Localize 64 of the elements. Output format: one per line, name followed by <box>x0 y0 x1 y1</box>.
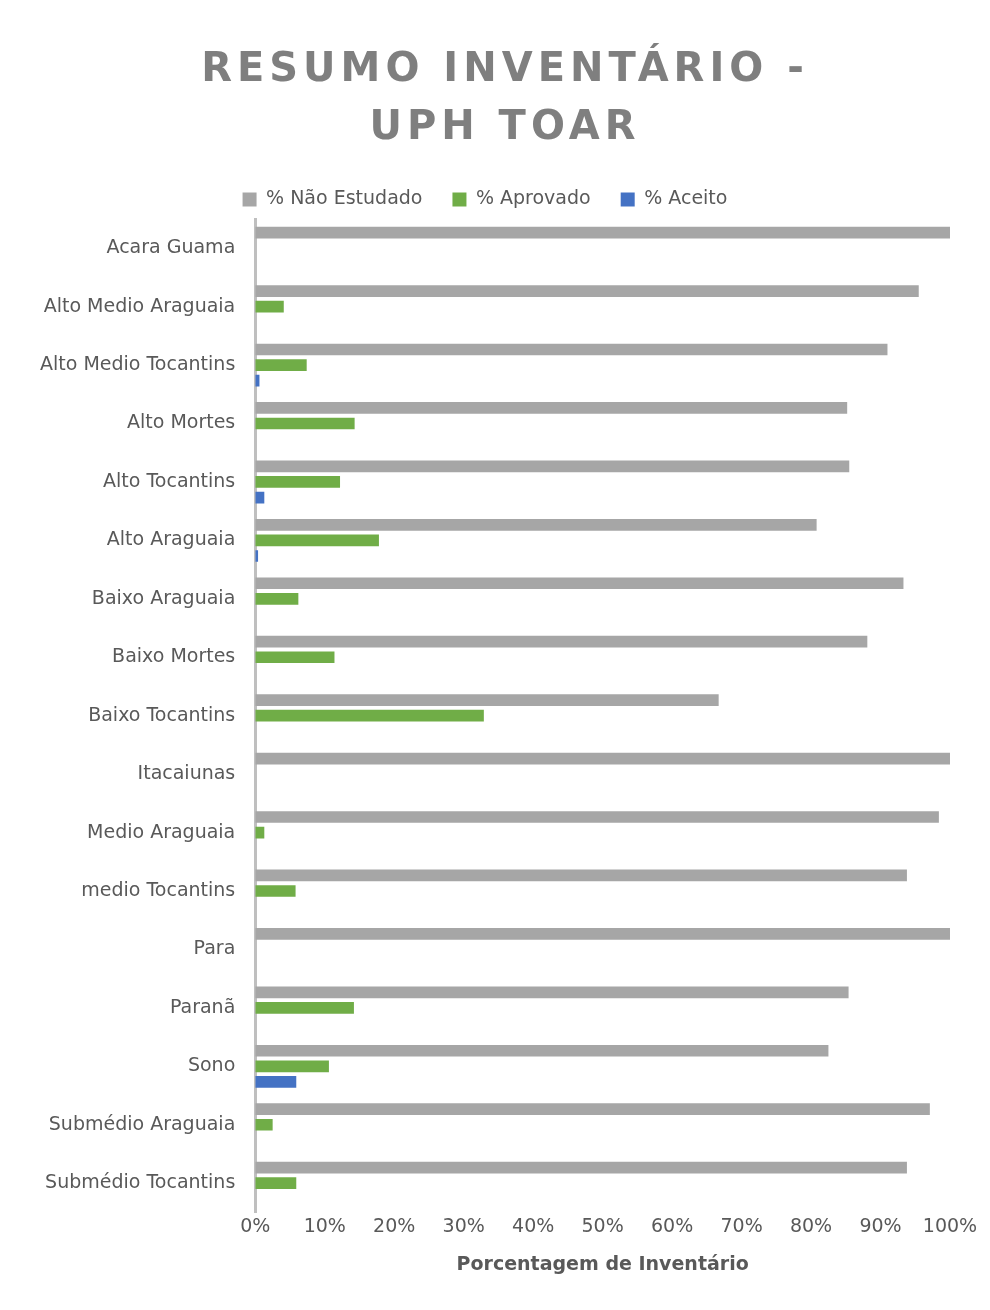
bar <box>255 651 335 664</box>
chart-title: RESUMO INVENTÁRIO - UPH TOAR <box>200 42 810 150</box>
bar <box>255 928 950 940</box>
y-tick-label: Sono <box>187 1053 236 1076</box>
x-tick-label: 40% <box>512 1213 555 1236</box>
y-tick-label: Alto Medio Araguaia <box>43 293 236 316</box>
y-tick-label: Baixo Araguaia <box>91 585 236 608</box>
x-tick-label: 70% <box>720 1213 763 1236</box>
bar <box>255 460 850 473</box>
bar <box>255 869 907 882</box>
y-tick-label: Acara Guama <box>106 235 236 258</box>
bar <box>255 811 939 823</box>
legend-label: % Aprovado <box>475 186 591 209</box>
y-tick-label: Medio Araguaia <box>87 819 236 842</box>
y-tick-label: Submédio Tocantins <box>45 1170 236 1193</box>
legend-label: % Aceito <box>644 186 728 209</box>
bar <box>255 1118 273 1131</box>
bar <box>255 986 849 999</box>
bar <box>255 1161 907 1174</box>
x-tick-label: 60% <box>650 1213 694 1236</box>
x-tick-label: 10% <box>303 1213 346 1236</box>
x-tick-label: 90% <box>859 1213 902 1236</box>
bar <box>255 592 299 605</box>
bar <box>255 402 848 414</box>
y-tick-label: medio Tocantins <box>81 877 236 900</box>
x-tick-label: 0% <box>240 1213 271 1236</box>
y-tick-label: Alto Araguaia <box>106 527 236 550</box>
y-tick-label: Paranã <box>169 994 236 1017</box>
bar <box>255 417 355 430</box>
bar <box>255 518 817 531</box>
bar <box>255 476 341 488</box>
bar <box>255 343 888 356</box>
x-axis-title: Porcentagem de Inventário <box>456 1251 749 1274</box>
bar <box>255 635 868 648</box>
bar <box>255 1060 329 1073</box>
x-tick-label: 80% <box>789 1213 833 1236</box>
bar <box>255 1177 297 1190</box>
x-tick-label: 30% <box>442 1213 485 1236</box>
x-tick-label: 100% <box>922 1213 978 1236</box>
bar <box>255 300 284 313</box>
bar <box>255 359 307 371</box>
bar <box>255 1002 354 1014</box>
bar <box>255 694 719 706</box>
bar <box>255 1076 297 1088</box>
bar <box>255 885 296 897</box>
y-tick-label: Itacaiunas <box>137 761 236 784</box>
y-tick-label: Alto Mortes <box>127 410 236 433</box>
x-tick-label: 20% <box>373 1213 416 1236</box>
bar <box>255 1044 829 1057</box>
y-tick-label: Submédio Araguaia <box>48 1111 236 1134</box>
bar <box>255 752 950 765</box>
x-tick-label: 50% <box>581 1213 624 1236</box>
bar <box>255 534 379 547</box>
y-tick-label: Alto Tocantins <box>103 468 236 491</box>
legend-label: % Não Estudado <box>266 186 423 209</box>
y-tick-label: Baixo Tocantins <box>88 702 236 725</box>
bar <box>255 285 919 297</box>
bar <box>255 226 950 239</box>
y-tick-label: Baixo Mortes <box>112 644 236 667</box>
y-tick-label: Alto Medio Tocantins <box>40 352 236 375</box>
bar <box>255 709 484 722</box>
bar <box>255 577 904 590</box>
bar <box>255 1103 930 1116</box>
y-tick-label: Para <box>193 936 236 959</box>
